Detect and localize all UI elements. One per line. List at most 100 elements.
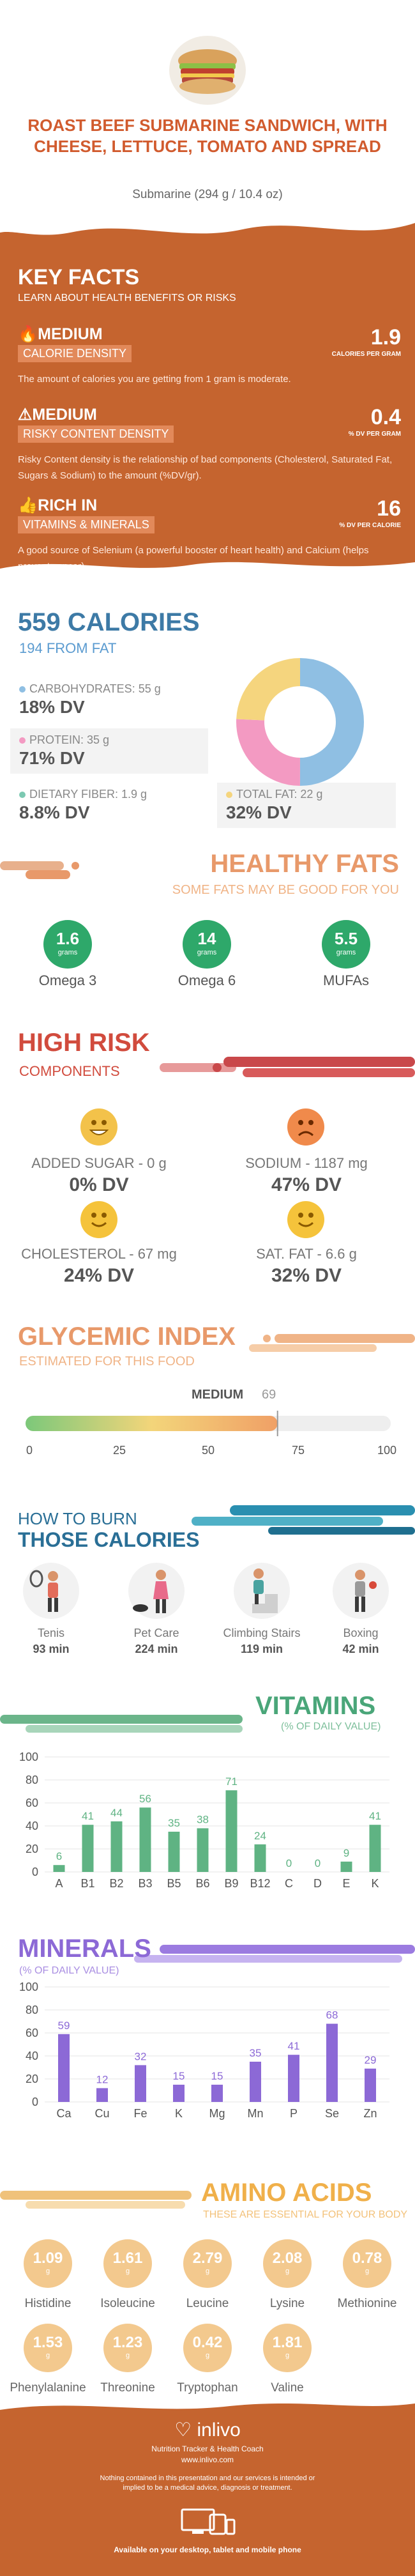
burn-section: HOW TO BURN THOSE CALORIES Tenis 93 min … [0,1489,415,1706]
donut-fat [236,658,364,786]
activity-climbing-stairs: Climbing Stairs 119 min [217,1562,306,1656]
key-facts-subtitle: LEARN ABOUT HEALTH BENEFITS OR RISKS [18,293,236,303]
amino-methionine: 0.78 g Methionine [322,2239,412,2311]
glycemic-marker [276,1411,278,1436]
vitamins-category-label: C [285,1877,293,1890]
vitamins-value-label: 71 [225,1775,238,1788]
tennis-player-icon [23,1563,79,1619]
vitamins-value-label: 44 [110,1807,123,1819]
vitamins-bar [225,1790,238,1872]
fact-description: The amount of calories you are getting f… [18,374,291,385]
warning-icon: ⚠ [18,406,33,424]
vitamins-title: VITAMINS [255,1692,376,1720]
footer-available: Available on your desktop, tablet and mo… [114,2545,301,2554]
amino-histidine: 1.09 g Histidine [3,2239,93,2311]
glycemic-tick: 50 [201,1444,215,1457]
key-facts-title: KEY FACTS [18,265,140,289]
minerals-category-label: P [290,2107,298,2120]
mufas-label: MUFAs [322,972,370,988]
footer-brand: ♡ inlivo [174,2419,241,2441]
fact-level: ⚠MEDIUM [18,406,97,424]
glycemic-tick: 100 [377,1444,397,1457]
vitamins-category-label: E [342,1877,350,1890]
vitamins-bar [340,1861,352,1872]
footer: ♡ inlivo Nutrition Tracker & Health Coac… [0,2404,415,2576]
minerals-category-label: Ca [56,2107,72,2120]
vitamins-category-label: B6 [195,1877,209,1890]
glycemic-bar [26,1411,391,1436]
vitamins-value-label: 56 [139,1793,151,1805]
vitamins-ytick: 20 [26,1843,38,1855]
omega3-circle: 1.6 grams [43,920,92,969]
high-risk-title: HIGH RISK [18,1029,150,1057]
bottom-wave [0,562,415,576]
omega6-circle: 14 grams [183,920,231,969]
vitamins-value-label: 6 [56,1850,62,1862]
vitamins-ytick: 100 [19,1751,38,1763]
omega3-label: Omega 3 [38,972,97,988]
vitamins-category-label: K [371,1877,379,1890]
vitamins-bar [110,1821,123,1872]
amino-lysine: 2.08 g Lysine [243,2239,332,2311]
fact-value: 0.4 [370,405,401,429]
heart-icon: ♡ [174,2419,192,2441]
amino-title: AMINO ACIDS [201,2179,372,2207]
vitamins-category-label: B1 [80,1877,94,1890]
minerals-subtitle: (% OF DAILY VALUE) [19,1965,119,1976]
risk-added-sugar: ADDED SUGAR - 0 g 0% DV [31,1155,167,1195]
smile-face-icon [80,1201,117,1238]
vitamins-chart: 0 20 40 60 80 100 6 A 41 B1 44 B2 56 B3 35 B5 38 B6 71 B9 24… [19,1751,389,1890]
calories-from-fat: 194 FROM FAT [19,640,117,656]
healthy-fats-title: HEALTHY FATS [210,850,399,878]
vitamins-value-label: 41 [369,1810,381,1822]
glycemic-tick: 0 [26,1444,33,1457]
minerals-category-label: Mn [247,2107,263,2120]
minerals-category-label: Se [325,2107,339,2120]
footer-url[interactable]: www.inlivo.com [181,2455,234,2464]
nutrient-total-fat: TOTAL FAT: 22 g 32% DV [217,783,396,828]
glycemic-title: GLYCEMIC INDEX [18,1322,236,1351]
minerals-bar [288,2055,299,2102]
vitamins-category-label: B5 [167,1877,181,1890]
vitamins-bar [369,1825,381,1872]
decor-stripes [160,1057,415,1077]
amino-valine: 1.81 g Valine [243,2324,332,2395]
footer-tagline: Nutrition Tracker & Health Coach [151,2444,264,2453]
minerals-bar [135,2065,146,2102]
vitamins-ytick: 0 [32,1866,38,1878]
vitamins-bar [254,1844,266,1872]
fact-calorie-density: 🔥MEDIUM CALORIE DENSITY 1.9 CALORIES PER… [18,323,401,387]
fact-risky-content: ⚠MEDIUM RISKY CONTENT DENSITY 0.4 % DV P… [18,402,401,484]
dog-walker-icon [128,1563,185,1619]
thumbs-up-icon: 👍 [18,496,38,514]
calories-title: 559 CALORIES [18,608,200,636]
minerals-ytick: 80 [26,2004,38,2016]
minerals-title: MINERALS [18,1935,151,1963]
vitamins-value-label: 38 [197,1814,209,1826]
vitamins-value-label: 24 [254,1830,266,1842]
minerals-value-label: 32 [135,2050,147,2062]
healthy-fats-section: HEALTHY FATS SOME FATS MAY BE GOOD FOR Y… [0,837,415,1003]
sad-face-icon [287,1108,324,1146]
nutrient-carbohydrates: CARBOHYDRATES: 55 g 18% DV [10,677,208,723]
fact-vitamins-minerals: 👍RICH IN VITAMINS & MINERALS 16 % DV PER… [18,494,401,574]
protein-dot-icon [19,737,26,744]
minerals-ytick: 100 [19,1981,38,1993]
mufas-circle: 5.5 grams [322,920,370,969]
decor-stripes [0,861,79,879]
amino-subtitle: THESE ARE ESSENTIAL FOR YOUR BODY [203,2209,408,2220]
flame-icon: 🔥 [18,325,38,343]
vitamins-category-label: B3 [138,1877,152,1890]
fact-name: CALORIE DENSITY [18,345,132,362]
vitamins-value-label: 41 [82,1810,94,1822]
devices-icon [181,2508,236,2535]
fact-level: 🔥MEDIUM [18,325,103,343]
carbs-dot-icon [19,686,26,693]
fact-name: RISKY CONTENT DENSITY [18,425,174,443]
vitamins-category-label: B12 [250,1877,270,1890]
minerals-category-label: K [175,2107,183,2120]
minerals-bar [211,2085,223,2102]
amino-leucine: 2.79 g Leucine [163,2239,252,2311]
amino-tryptophan: 0.42 g Tryptophan [163,2324,252,2395]
footer-disclaimer: Nothing contained in this presentation a… [100,2474,315,2492]
